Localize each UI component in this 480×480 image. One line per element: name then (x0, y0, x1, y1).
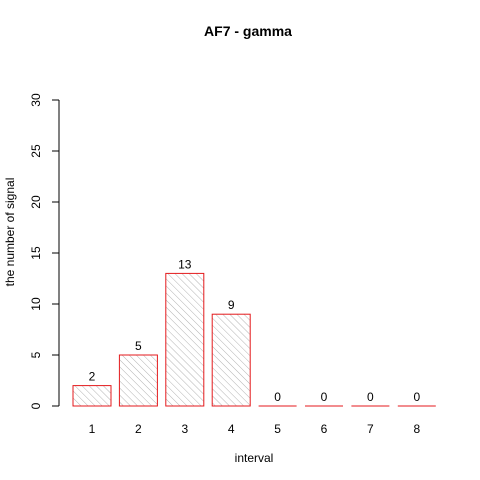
x-tick-label: 1 (89, 422, 96, 436)
y-tick-label: 0 (29, 402, 43, 409)
y-tick-label: 30 (29, 93, 43, 107)
x-tick-label: 7 (367, 422, 374, 436)
y-tick-label: 15 (29, 246, 43, 260)
y-tick-label: 25 (29, 144, 43, 158)
bar-data-label: 0 (274, 390, 281, 404)
bar (165, 272, 205, 407)
y-axis: 0 5 10 15 20 25 30 (29, 93, 60, 409)
bar-hatch (73, 385, 111, 406)
x-axis-label: interval (235, 451, 274, 465)
bar (72, 385, 112, 407)
bar-data-label: 0 (367, 390, 374, 404)
bar-data-label: 2 (89, 370, 96, 384)
bar-data-label: 5 (135, 339, 142, 353)
chart-title: AF7 - gamma (204, 23, 292, 39)
x-tick-label: 8 (413, 422, 420, 436)
x-tick-label: 3 (181, 422, 188, 436)
x-tick-label: 6 (321, 422, 328, 436)
bar-hatch (119, 355, 158, 406)
bar-data-label: 9 (228, 298, 235, 312)
x-axis-ticks: 1 2 3 4 5 6 7 8 (89, 422, 421, 436)
x-tick-label: 5 (274, 422, 281, 436)
y-tick-label: 20 (29, 195, 43, 209)
y-tick-label: 10 (29, 297, 43, 311)
bar-data-label: 13 (178, 257, 192, 271)
bar (118, 354, 158, 407)
bar-hatch (165, 273, 204, 406)
y-axis-label: the number of signal (3, 178, 17, 287)
bar-data-label: 0 (413, 390, 420, 404)
bar-hatch (212, 314, 251, 406)
bar-data-label: 0 (321, 390, 328, 404)
x-tick-label: 2 (135, 422, 142, 436)
bar (211, 313, 251, 407)
x-tick-label: 4 (228, 422, 235, 436)
bar-series: 2 5 13 9 0 0 0 0 (72, 257, 436, 407)
y-tick-label: 5 (29, 351, 43, 358)
